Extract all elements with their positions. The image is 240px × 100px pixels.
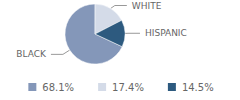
svg-text:68.1%: 68.1%	[42, 82, 74, 93]
svg-text:WHITE: WHITE	[132, 1, 162, 11]
svg-text:BLACK: BLACK	[16, 49, 47, 59]
svg-text:HISPANIC: HISPANIC	[145, 28, 187, 38]
svg-text:17.4%: 17.4%	[112, 82, 144, 93]
svg-text:14.5%: 14.5%	[182, 82, 214, 93]
